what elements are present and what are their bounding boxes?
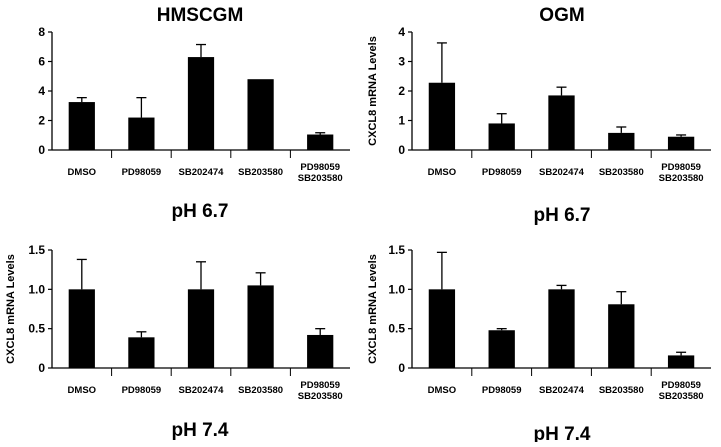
y-tick-label: 0 [38, 143, 45, 157]
x-tick-label: SB203580 [599, 385, 644, 396]
x-tick-label: SB202474 [539, 385, 585, 396]
y-tick-label: 1.5 [28, 243, 45, 257]
x-tick-label: SB202474 [539, 167, 585, 178]
condition-label: pH 7.4 [533, 424, 590, 442]
x-tick-label: PD98059 SB203580 [659, 162, 704, 184]
bar [608, 132, 635, 150]
y-axis-label: CXCL8 mRNA Levels [367, 254, 379, 364]
y-tick-label: 1.0 [388, 282, 405, 296]
y-tick-label: 1.5 [388, 243, 405, 257]
y-tick-label: 0 [398, 361, 405, 375]
x-tick-label: DMSO [68, 385, 97, 396]
y-tick-label: 4 [38, 84, 45, 98]
x-tick-label: PD98059 [122, 385, 162, 396]
x-tick-label: PD98059 [122, 167, 162, 178]
bar [608, 304, 635, 368]
y-axis-label: CXCL8 mRNA Levels [5, 254, 17, 364]
y-tick-label: 8 [38, 25, 45, 39]
bar [488, 123, 515, 150]
x-tick-label: SB203580 [238, 385, 283, 396]
column-title-hmscgm: HMSCGM [157, 5, 244, 26]
condition-label: pH 6.7 [171, 201, 228, 222]
bar [548, 289, 575, 368]
y-tick-label: 3 [398, 55, 405, 69]
x-tick-label: PD98059 [482, 167, 522, 178]
y-tick-label: 1 [398, 114, 405, 128]
bar [247, 285, 274, 368]
bar [667, 355, 695, 368]
bar [488, 330, 515, 368]
chart-panel-ogm-ph67: 0 1 2 3 4 CXCL8 mRNA Levels DMSO PD98059 SB20247… [367, 25, 711, 226]
bar [68, 102, 95, 150]
bar [187, 57, 215, 151]
x-tick-label: SB202474 [179, 167, 225, 178]
y-tick-label: 2 [398, 84, 405, 98]
x-tick-label: DMSO [428, 167, 457, 178]
condition-label: pH 7.4 [171, 420, 228, 441]
bar [307, 334, 334, 368]
y-tick-label: 2 [38, 114, 45, 128]
y-axis-label: CXCL8 mRNA Levels [367, 36, 379, 146]
bar [307, 134, 334, 150]
x-tick-label: SB203580 [599, 167, 644, 178]
x-tick-label: PD98059 SB203580 [298, 380, 343, 402]
x-tick-label: PD98059 SB203580 [659, 380, 704, 402]
y-tick-label: 6 [38, 55, 45, 69]
x-tick-label: DMSO [68, 167, 97, 178]
x-tick-label: DMSO [428, 385, 457, 396]
y-tick-label: 0 [38, 361, 45, 375]
bar [247, 79, 274, 150]
y-tick-label: 1.0 [28, 282, 45, 296]
bar [428, 289, 456, 368]
bar [68, 289, 95, 368]
condition-label: pH 6.7 [533, 205, 590, 226]
bar [187, 289, 215, 368]
bar [548, 95, 575, 150]
bar [128, 337, 155, 368]
x-tick-label: PD98059 SB203580 [298, 162, 343, 184]
chart-panel-hmscgm-ph67: 0 2 4 6 8 DMSO PD98059 SB202474 SB203580 PD98059 S… [38, 25, 350, 222]
bar [667, 136, 695, 150]
x-tick-label: SB202474 [179, 385, 225, 396]
x-tick-label: SB203580 [238, 167, 283, 178]
y-tick-label: 0.5 [388, 322, 405, 336]
bar [428, 82, 456, 150]
y-tick-label: 0.5 [28, 322, 45, 336]
y-tick-label: 4 [398, 25, 405, 39]
bar [128, 117, 155, 150]
column-title-ogm: OGM [539, 5, 584, 26]
y-tick-label: 0 [398, 143, 405, 157]
x-tick-label: PD98059 [482, 385, 522, 396]
